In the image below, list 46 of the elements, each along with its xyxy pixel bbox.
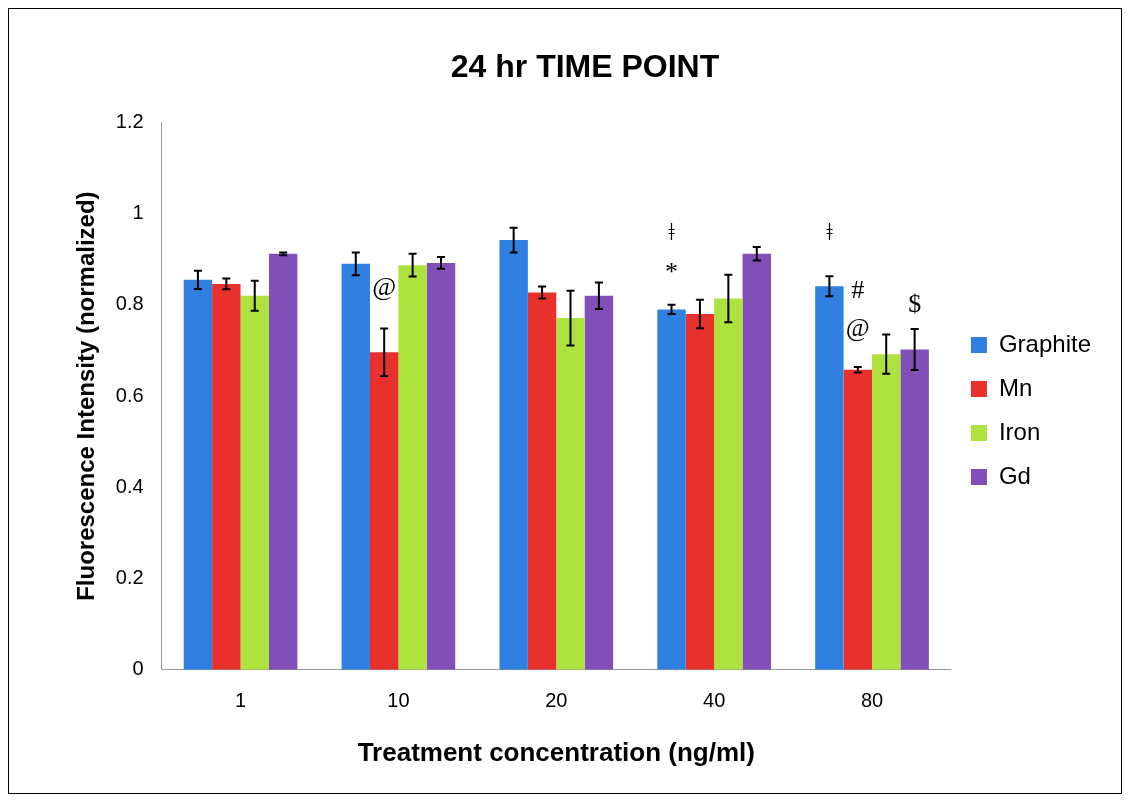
- bar: [268, 253, 298, 670]
- bar: [426, 262, 456, 670]
- x-tick-label: 20: [545, 689, 568, 712]
- bar: [843, 369, 873, 670]
- y-axis-title: Fluorescence Intensity (normalized): [72, 191, 100, 601]
- legend-label: Gd: [998, 461, 1031, 489]
- bar: [183, 279, 213, 670]
- bar: [499, 240, 528, 670]
- bar: [714, 298, 743, 670]
- bar: [369, 352, 399, 670]
- bar: [685, 313, 715, 670]
- chart-title: 24 hr TIME POINT: [450, 48, 720, 85]
- x-tick-label: 40: [703, 689, 726, 712]
- bar: [872, 354, 901, 670]
- annotation: @: [845, 312, 870, 342]
- y-tick-label: 0.2: [115, 566, 144, 589]
- y-tick-label: 0.6: [115, 383, 144, 406]
- y-tick-label: 0.8: [115, 292, 144, 315]
- bar: [815, 286, 844, 670]
- annotation: @: [372, 272, 397, 302]
- bar: [584, 295, 614, 670]
- bar: [527, 292, 557, 670]
- x-tick-label: 80: [860, 689, 884, 712]
- bar: [398, 265, 427, 670]
- legend-label: Graphite: [998, 329, 1092, 357]
- annotation: #: [851, 274, 865, 304]
- bar: [240, 295, 269, 670]
- bar: [341, 263, 370, 670]
- bar: [212, 283, 241, 670]
- x-tick-label: 10: [387, 689, 410, 712]
- bar: [657, 309, 686, 670]
- legend-label: Mn: [998, 373, 1033, 401]
- annotation: $: [908, 288, 922, 318]
- bar: [556, 318, 585, 670]
- annotation: ǂ: [668, 216, 676, 246]
- y-tick-label: 0.4: [115, 474, 144, 497]
- y-tick-label: 0: [132, 657, 144, 680]
- y-tick-label: 1.2: [115, 109, 144, 132]
- bar: [742, 253, 771, 670]
- x-tick-label: 1: [234, 689, 247, 712]
- annotation: ǂ: [826, 216, 834, 246]
- y-tick-label: 1: [132, 201, 144, 224]
- annotation: *: [665, 256, 679, 286]
- bar: [900, 349, 929, 670]
- x-axis-title: Treatment concentration (ng/ml): [357, 736, 755, 767]
- legend-label: Iron: [998, 417, 1041, 445]
